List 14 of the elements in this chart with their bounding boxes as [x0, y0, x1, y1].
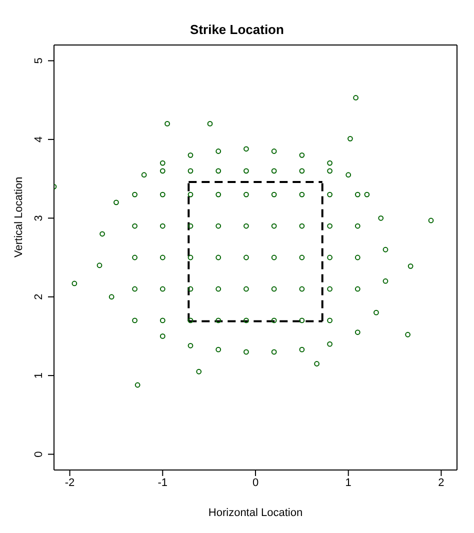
x-axis-title: Horizontal Location: [208, 507, 303, 519]
x-tick-label: -2: [64, 476, 75, 489]
x-tick-label: 2: [438, 476, 444, 489]
x-tick-label: 0: [252, 476, 259, 489]
y-tick-label: 3: [33, 215, 45, 222]
y-tick-label: 1: [33, 372, 45, 379]
y-tick-label: 5: [33, 58, 45, 64]
chart-title: Strike Location: [189, 22, 285, 39]
y-tick-label: 4: [33, 136, 45, 143]
y-tick-label: 0: [33, 451, 45, 458]
x-tick-label: -1: [158, 476, 168, 489]
x-tick-label: 1: [345, 476, 352, 489]
y-tick-label: 2: [33, 294, 45, 300]
y-axis-title: Vertical Location: [12, 176, 25, 258]
